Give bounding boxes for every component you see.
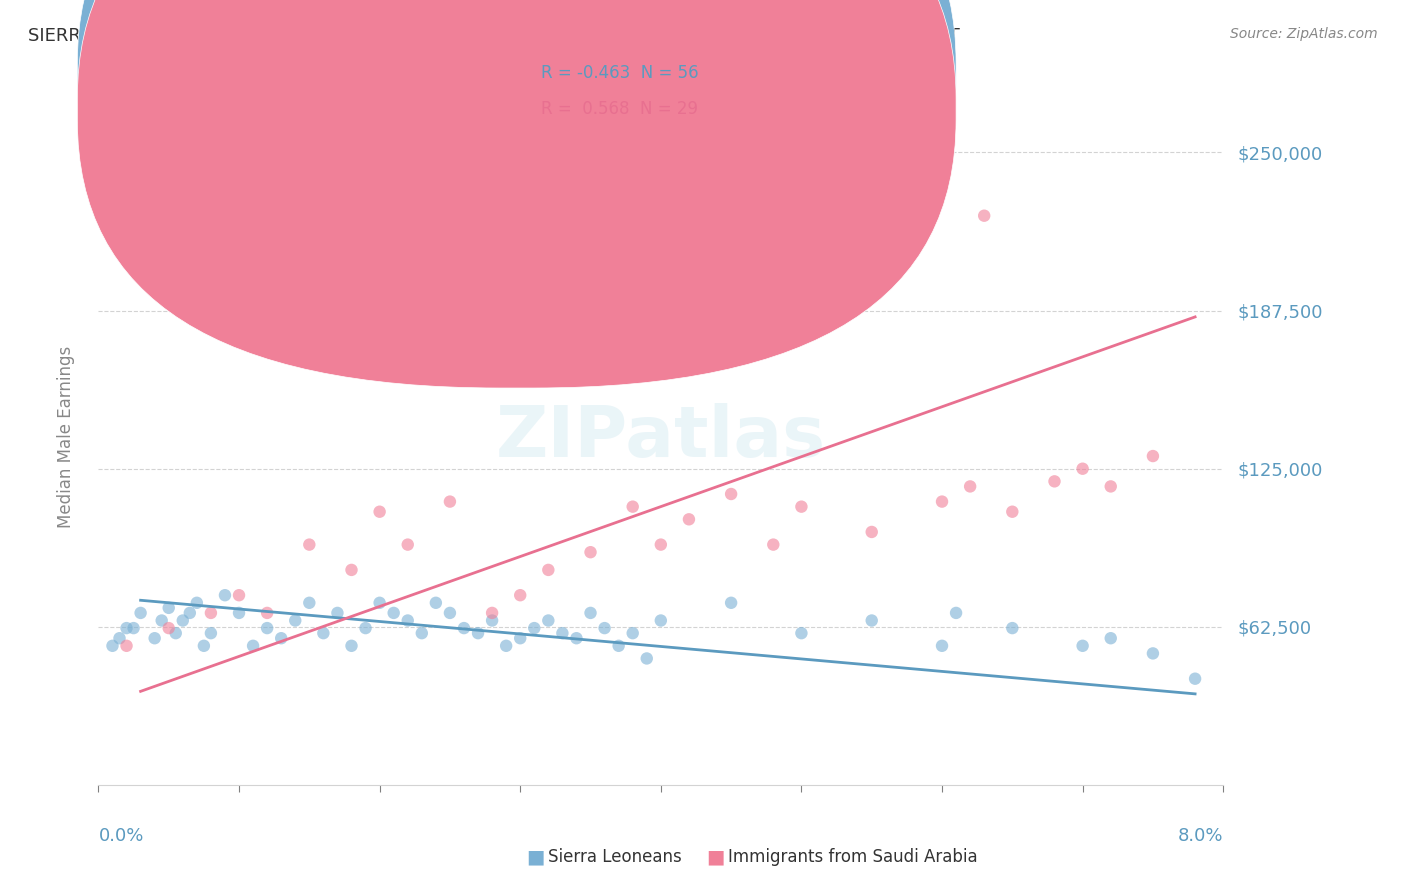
Point [150,614,173,628]
Point [621,500,644,514]
Point [481,614,503,628]
Point [790,626,813,640]
Point [200,606,222,620]
Point [157,600,180,615]
Point [860,524,883,539]
Point [186,596,208,610]
Point [298,538,321,552]
Point [115,621,138,635]
Point [122,621,145,635]
Point [256,606,278,620]
Text: Immigrants from Saudi Arabia: Immigrants from Saudi Arabia [728,847,979,865]
Point [636,651,658,665]
Point [650,538,672,552]
Point [860,614,883,628]
Point [115,639,138,653]
Text: R =  0.568  N = 29: R = 0.568 N = 29 [541,100,699,118]
Point [1184,672,1206,686]
Point [565,631,588,645]
Point [1001,621,1024,635]
Point [945,606,967,620]
Point [509,631,531,645]
Text: 8.0%: 8.0% [1178,827,1223,845]
Point [1142,647,1164,661]
Point [284,614,307,628]
Point [298,596,321,610]
Point [382,606,405,620]
Point [1071,461,1094,475]
Point [256,621,278,635]
Point [1099,479,1122,493]
Point [762,538,785,552]
Point [593,621,616,635]
Point [579,606,602,620]
Point [340,563,363,577]
Point [1099,631,1122,645]
Point [931,494,953,508]
Point [157,621,180,635]
Point [1001,505,1024,519]
Point [973,209,995,223]
Point [228,588,250,602]
Point [340,639,363,653]
Text: ■: ■ [526,847,544,867]
Point [481,606,503,620]
Point [242,639,264,653]
Point [523,621,546,635]
Point [453,621,475,635]
Point [467,626,489,640]
Point [650,614,672,628]
Text: SIERRA LEONEAN VS IMMIGRANTS FROM SAUDI ARABIA MEDIAN MALE EARNINGS CORRELATION : SIERRA LEONEAN VS IMMIGRANTS FROM SAUDI … [28,27,960,45]
Text: Sierra Leoneans: Sierra Leoneans [548,847,682,865]
Point [179,606,201,620]
Point [537,563,560,577]
Point [931,639,953,653]
Point [720,487,742,501]
Point [439,494,461,508]
Text: 0.0%: 0.0% [98,827,143,845]
Point [509,588,531,602]
Point [354,621,377,635]
Point [270,631,292,645]
Point [425,596,447,610]
Point [1043,475,1066,489]
Point [228,606,250,620]
Point [396,614,419,628]
Point [1142,449,1164,463]
Point [326,606,349,620]
Point [172,614,194,628]
Point [312,626,335,640]
Point [678,512,700,526]
Point [959,479,981,493]
Point [165,626,187,640]
Point [537,614,560,628]
Point [579,545,602,559]
Point [101,639,124,653]
Point [396,538,419,552]
Point [193,639,215,653]
Point [368,505,391,519]
Point [1071,639,1094,653]
Point [129,606,152,620]
Point [495,639,517,653]
Y-axis label: Median Male Earnings: Median Male Earnings [56,346,75,528]
Point [368,596,391,610]
Point [200,626,222,640]
Text: ZIPatlas: ZIPatlas [496,402,825,472]
Point [720,596,742,610]
Text: ■: ■ [706,847,724,867]
Point [551,626,574,640]
Point [790,500,813,514]
Text: R = -0.463  N = 56: R = -0.463 N = 56 [541,64,699,82]
Point [607,639,630,653]
Point [143,631,166,645]
Point [439,606,461,620]
Point [214,588,236,602]
Point [621,626,644,640]
Point [108,631,131,645]
Point [411,626,433,640]
Text: Source: ZipAtlas.com: Source: ZipAtlas.com [1230,27,1378,41]
